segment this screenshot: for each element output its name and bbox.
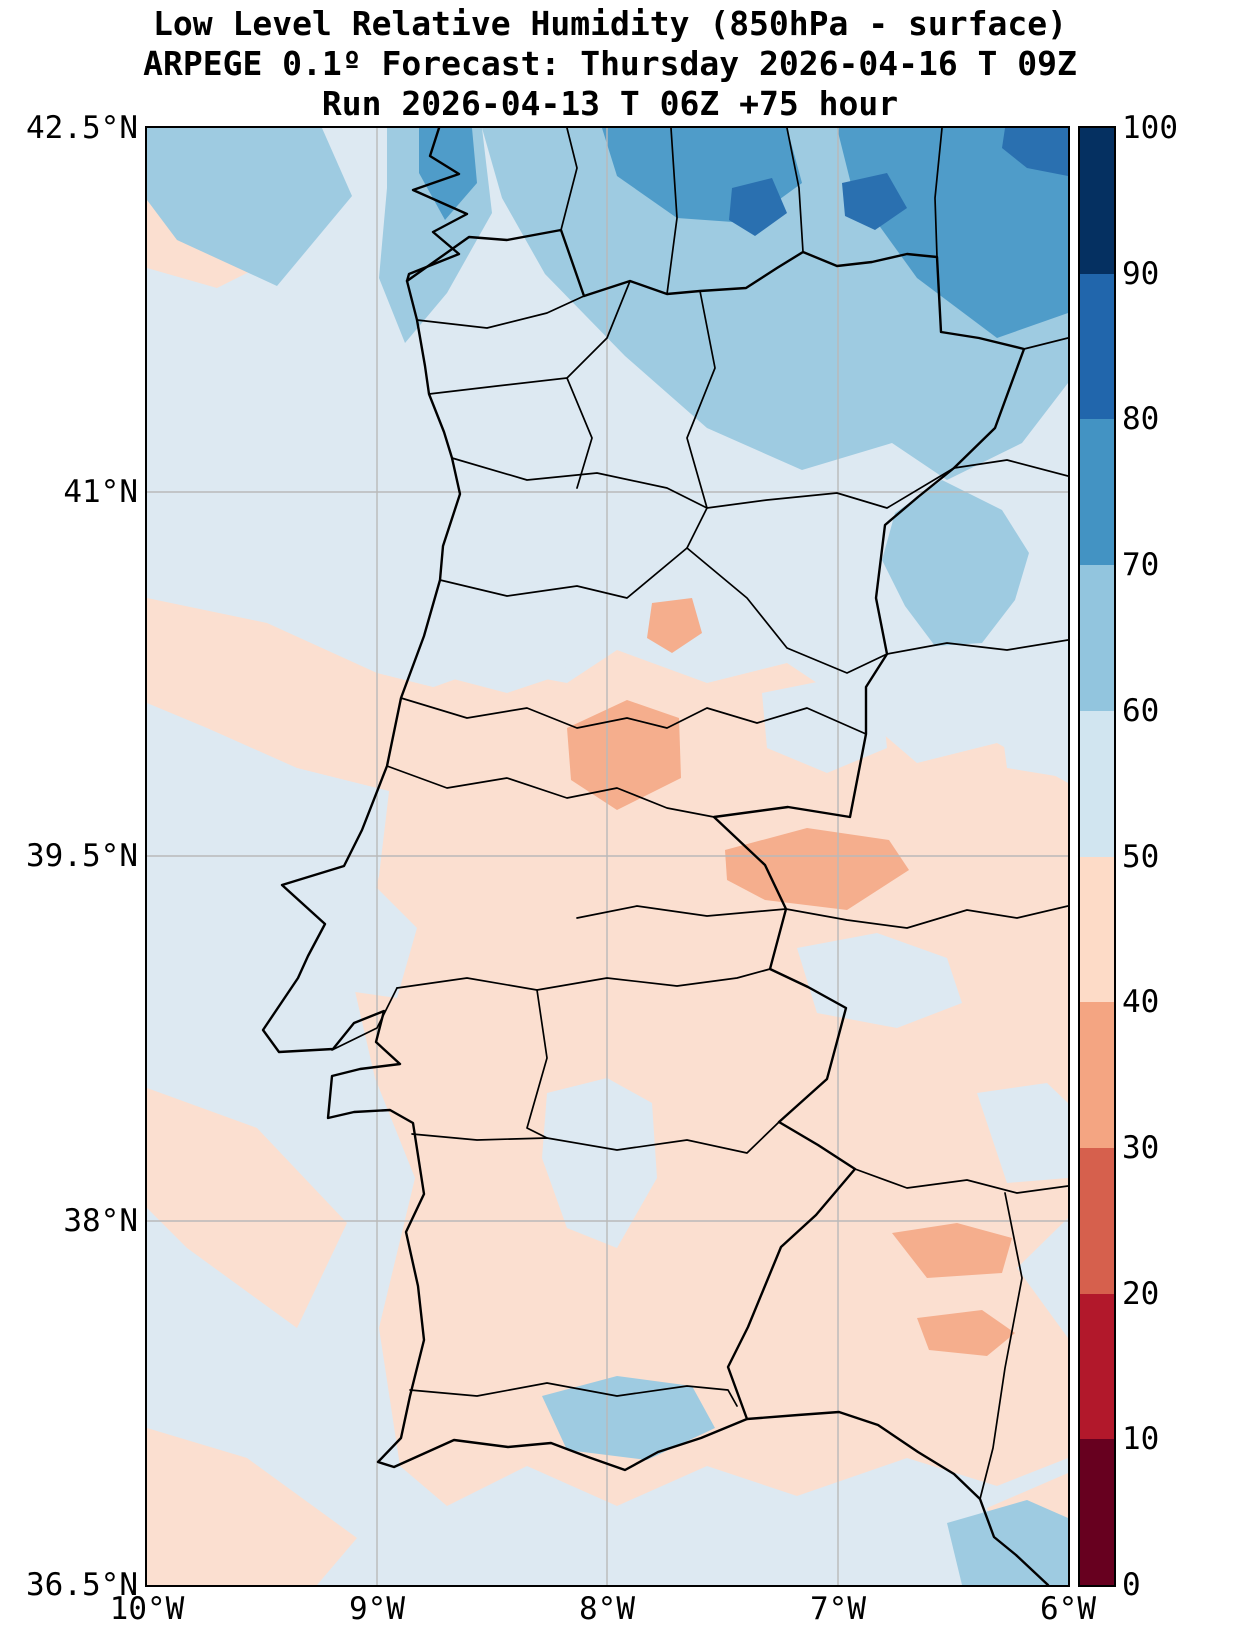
- rh-fill-30-40: [567, 598, 1015, 1356]
- coastline: [261, 128, 1050, 1585]
- colorbar-segment-70-80: [1080, 419, 1114, 566]
- lat-tick-42-5n: 42.5°N: [26, 110, 138, 146]
- colorbar-tick-40: 40: [1122, 984, 1160, 1020]
- colorbar-segment-30-40: [1080, 1002, 1114, 1148]
- chart-title-line2: ARPEGE 0.1º Forecast: Thursday 2026-04-1…: [143, 44, 1077, 83]
- colorbar-tick-20: 20: [1122, 1276, 1160, 1312]
- colorbar-segment-0-10: [1080, 1439, 1114, 1586]
- lat-tick-41n: 41°N: [63, 474, 138, 510]
- lat-tick-38n: 38°N: [63, 1203, 138, 1239]
- lat-tick-36-5n: 36.5°N: [26, 1567, 138, 1603]
- lon-tick-10w: 10°W: [109, 1591, 185, 1627]
- colorbar-segment-10-20: [1080, 1293, 1114, 1440]
- chart-title-line3: Run 2026-04-13 T 06Z +75 hour: [321, 84, 899, 123]
- colorbar-segment-50-60: [1080, 710, 1114, 857]
- colorbar-tick-30: 30: [1122, 1130, 1160, 1166]
- colorbar-tick-10: 10: [1122, 1421, 1160, 1457]
- district-borders: [331, 280, 955, 1407]
- lon-tick-9w: 9°W: [349, 1591, 405, 1627]
- colorbar-segment-20-30: [1080, 1147, 1114, 1294]
- colorbar-segment-60-70: [1080, 565, 1114, 711]
- rh-fill-80-90: [729, 128, 1068, 236]
- lon-tick-6w: 6°W: [1040, 1591, 1096, 1627]
- colorbar-segment-40-50: [1080, 856, 1114, 1003]
- colorbar-tick-100: 100: [1122, 110, 1178, 146]
- colorbar-tick-60: 60: [1122, 693, 1160, 729]
- colorbar-tick-70: 70: [1122, 547, 1160, 583]
- colorbar-tick-80: 80: [1122, 401, 1160, 437]
- humidity-map: [147, 128, 1068, 1585]
- colorbar-tick-90: 90: [1122, 256, 1160, 292]
- map-plot-area: [145, 126, 1070, 1587]
- province-borders: [560, 128, 1068, 1500]
- lon-tick-7w: 7°W: [810, 1591, 866, 1627]
- colorbar-tick-0: 0: [1122, 1567, 1141, 1603]
- lon-tick-8w: 8°W: [579, 1591, 635, 1627]
- chart-title-line1: Low Level Relative Humidity (850hPa - su…: [153, 4, 1067, 43]
- colorbar-segment-80-90: [1080, 273, 1114, 420]
- chart-title-block: Low Level Relative Humidity (850hPa - su…: [75, 4, 1145, 124]
- lat-tick-39-5n: 39.5°N: [26, 838, 138, 874]
- colorbar-tick-50: 50: [1122, 839, 1160, 875]
- colorbar-segment-90-100: [1080, 128, 1114, 274]
- colorbar: [1078, 126, 1116, 1587]
